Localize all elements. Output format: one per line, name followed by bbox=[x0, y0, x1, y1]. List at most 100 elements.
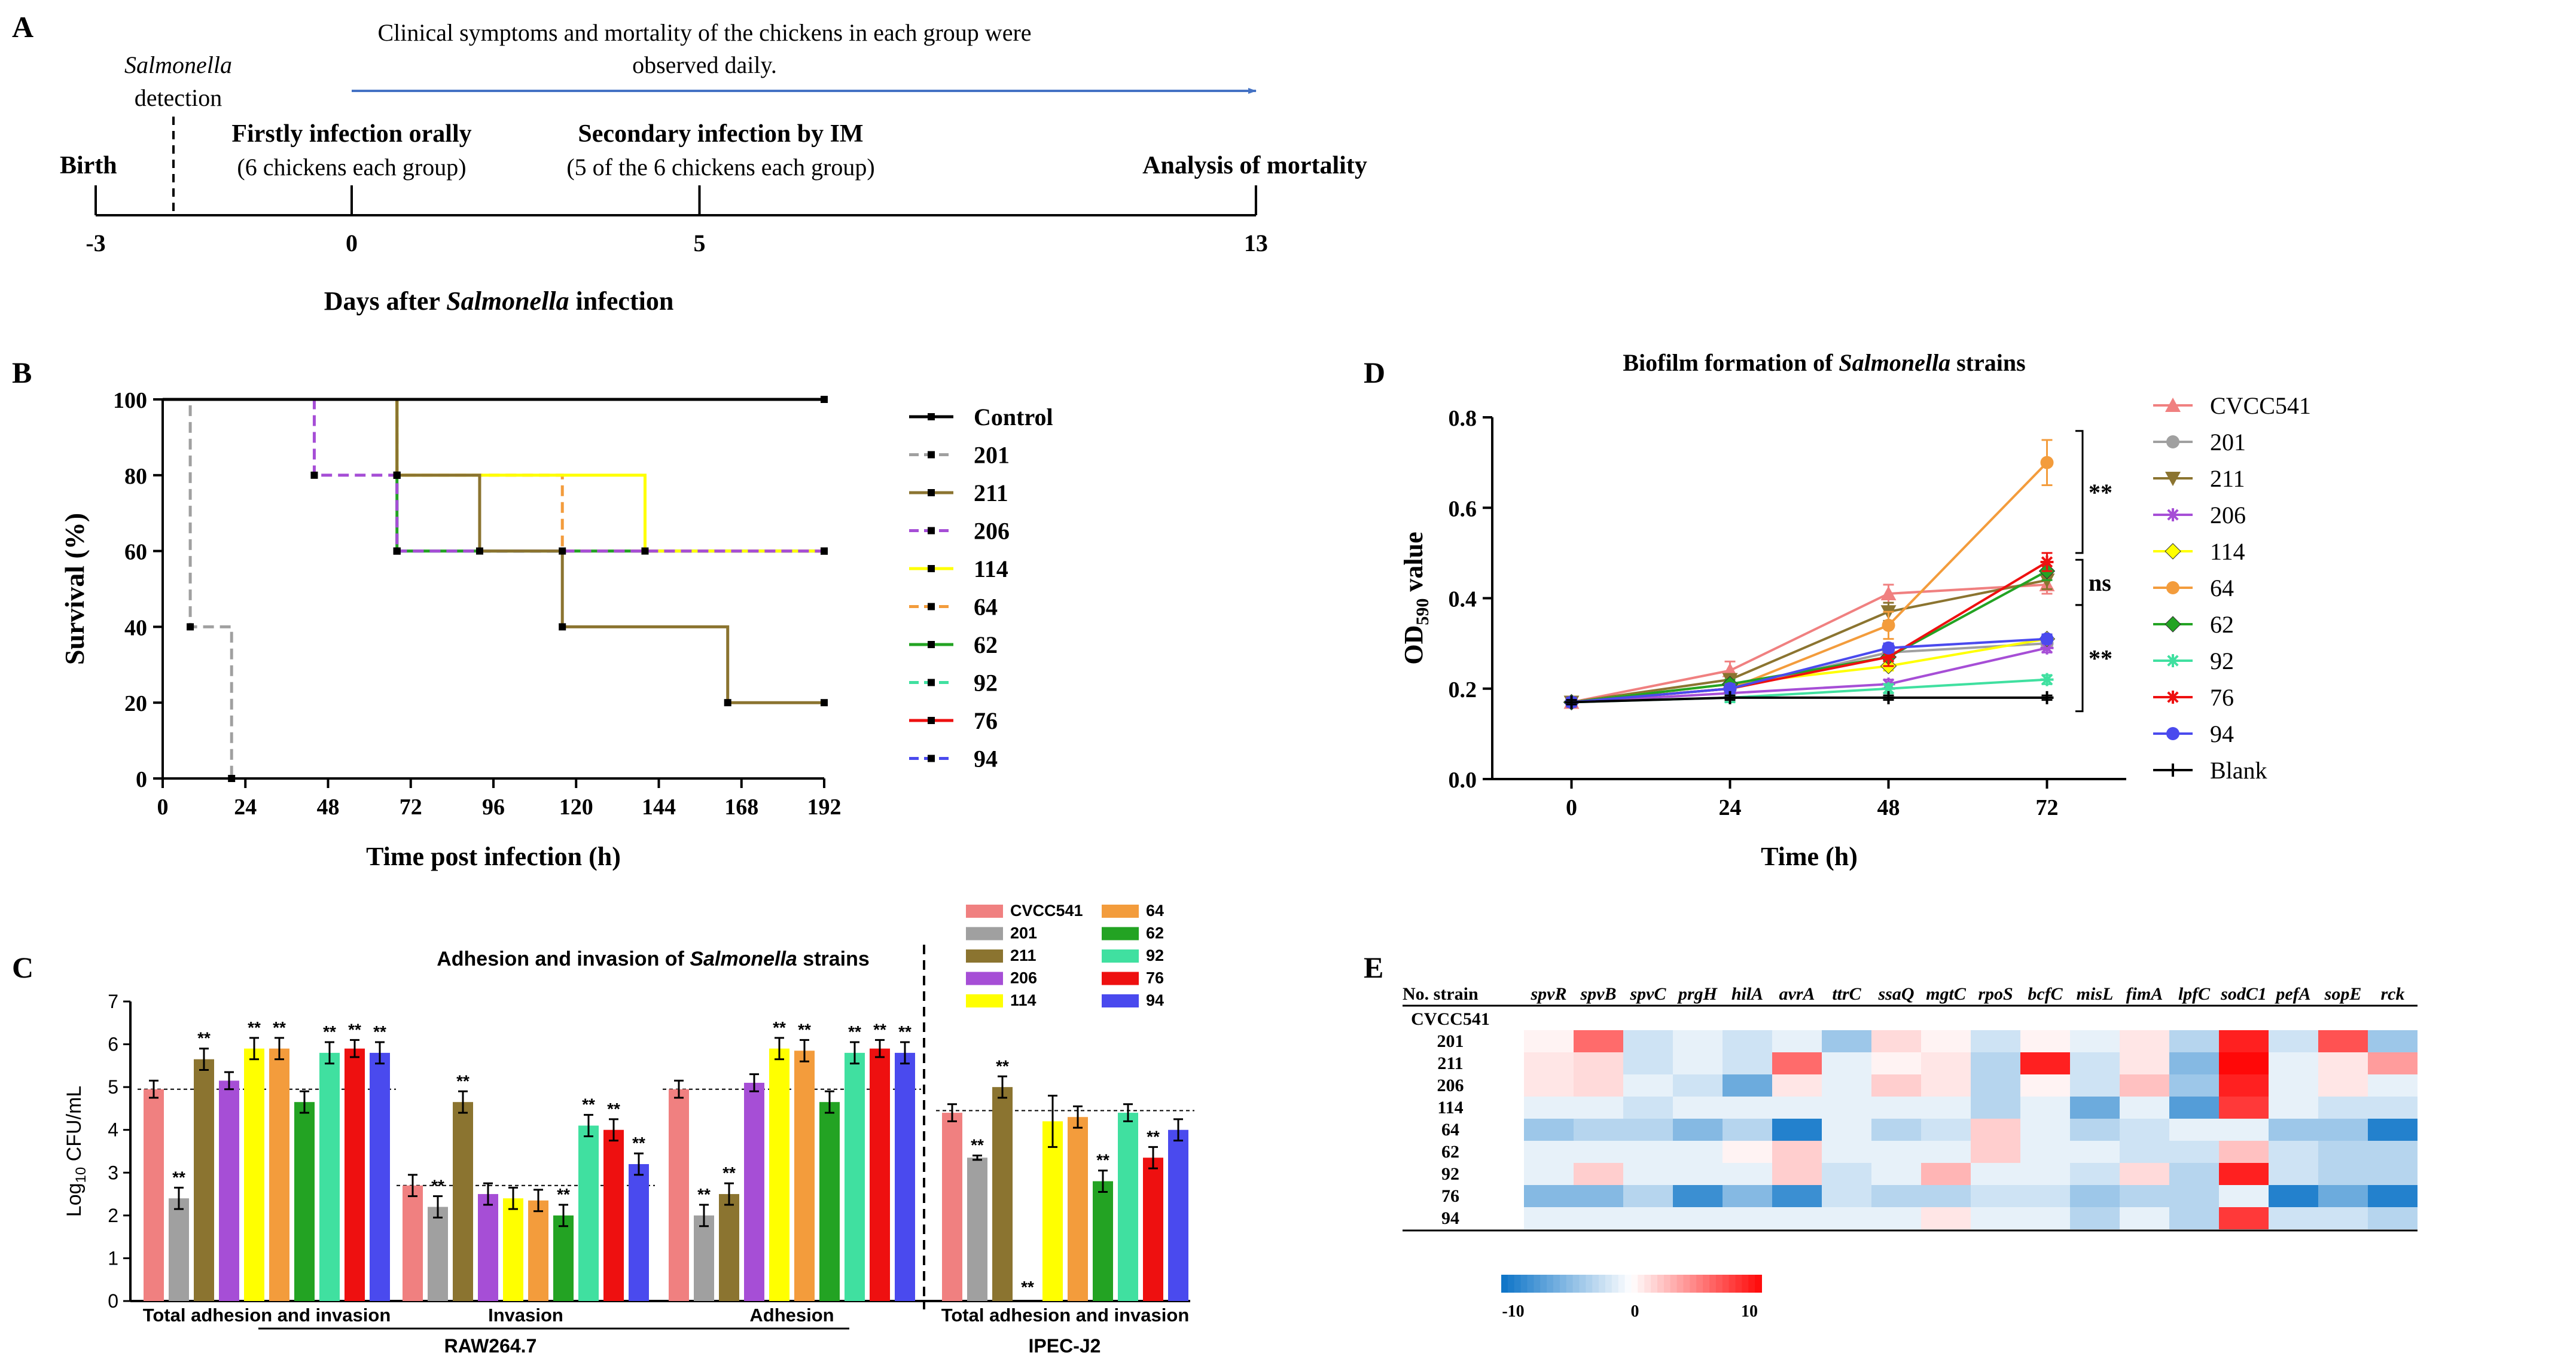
heatmap-cell bbox=[2020, 1141, 2070, 1163]
heatmap-col-label: hilA bbox=[1731, 984, 1763, 1004]
legend-marker-92 bbox=[2166, 654, 2179, 667]
bar-206 bbox=[478, 1194, 498, 1301]
significance-mark: ** bbox=[172, 1168, 185, 1186]
heatmap-cell bbox=[1871, 1141, 1921, 1163]
heatmap-cell bbox=[2120, 1163, 2169, 1185]
heatmap-cell bbox=[2070, 1141, 2120, 1163]
heatmap-cell bbox=[2169, 1185, 2219, 1207]
colorbar-segment bbox=[1579, 1275, 1587, 1293]
legend-marker-94 bbox=[928, 755, 935, 762]
y-tick-label: 100 bbox=[113, 388, 147, 413]
error-bar-76 bbox=[609, 1118, 618, 1142]
heatmap-cell bbox=[2070, 1052, 2120, 1074]
legend-marker-114 bbox=[928, 565, 935, 572]
bar-92 bbox=[578, 1125, 599, 1301]
legend-marker-211 bbox=[2165, 472, 2181, 486]
colorbar-segment bbox=[1572, 1275, 1580, 1293]
heatmap-cell bbox=[2169, 1119, 2219, 1141]
heatmap-cell bbox=[1723, 1074, 1772, 1097]
adhesion-chart: 0 1 2 3 4 5 6 7 Log10 CFU/mL ** ** ** ** ** ** ** Total … bbox=[63, 902, 1194, 1357]
timeline-tick-label: 13 bbox=[1244, 230, 1268, 256]
bar-114 bbox=[244, 1048, 264, 1301]
heatmap-cell bbox=[1574, 1097, 1623, 1119]
error-bar-211 bbox=[998, 1075, 1007, 1099]
biofilm-point-64 bbox=[2040, 456, 2054, 469]
heatmap-cell bbox=[1723, 1097, 1772, 1119]
heatmap-cell bbox=[2269, 1141, 2318, 1163]
x-tick-label: 72 bbox=[400, 795, 422, 820]
colorbar-label: -10 bbox=[1502, 1302, 1524, 1321]
heatmap-cell bbox=[2318, 1097, 2368, 1119]
heatmap-row-label: 94 bbox=[1441, 1208, 1459, 1228]
biofilm-point-Blank bbox=[1565, 695, 1578, 709]
heatmap-cell bbox=[2120, 1097, 2169, 1119]
x-tick-label: 120 bbox=[559, 795, 593, 820]
x-axis-title: Time post infection (h) bbox=[366, 842, 621, 871]
error-bar-94 bbox=[1173, 1118, 1183, 1142]
heatmap-cell bbox=[1822, 1030, 1871, 1052]
bar-CVCC541 bbox=[144, 1089, 164, 1301]
y-tick-label: 0.0 bbox=[1449, 768, 1477, 793]
survival-point-94 bbox=[393, 547, 401, 555]
error-bar-94 bbox=[375, 1041, 385, 1065]
biofilm-point-Blank bbox=[1723, 691, 1737, 704]
heatmap-cell bbox=[1921, 1052, 1971, 1074]
heatmap-cell bbox=[1574, 1185, 1623, 1207]
panel-label-a: A bbox=[12, 10, 33, 44]
error-bar-92 bbox=[1123, 1103, 1133, 1122]
panel-d-title: Biofilm formation of Salmonella strains bbox=[1623, 349, 2025, 376]
heatmap-col-label: avrA bbox=[1779, 984, 1815, 1004]
heatmap-cell bbox=[1772, 1119, 1822, 1141]
significance-mark: ** bbox=[197, 1029, 211, 1048]
error-bar-62 bbox=[300, 1090, 309, 1114]
error-bar-206 bbox=[749, 1073, 759, 1092]
x-tick-label: 24 bbox=[1719, 795, 1742, 820]
heatmap-cell bbox=[1772, 1207, 1822, 1229]
heatmap-cell bbox=[2368, 1052, 2418, 1074]
bar-211 bbox=[719, 1194, 739, 1301]
heatmap-cell bbox=[2219, 1185, 2269, 1207]
survival-point-64 bbox=[393, 471, 401, 479]
heatmap-col-label: ttrC bbox=[1832, 984, 1861, 1004]
heatmap-cell bbox=[2169, 1074, 2219, 1097]
legend-label-Blank: Blank bbox=[2210, 757, 2267, 784]
heatmap-cell bbox=[1772, 1074, 1822, 1097]
biofilm-point-92 bbox=[2040, 673, 2054, 686]
heatmap-cell bbox=[1971, 1163, 2020, 1185]
legend-marker-62 bbox=[2165, 616, 2181, 633]
heatmap-cell bbox=[2269, 1207, 2318, 1229]
x-tick-label: 48 bbox=[1877, 795, 1900, 820]
y-tick-label: 60 bbox=[124, 540, 147, 565]
heatmap-cell bbox=[1871, 1119, 1921, 1141]
biofilm-point-64 bbox=[1882, 618, 1895, 632]
heatmap-cell bbox=[2318, 1074, 2368, 1097]
colorbar-segment bbox=[1683, 1275, 1691, 1293]
heatmap-cell bbox=[2169, 1097, 2219, 1119]
group-label: Total adhesion and invasion bbox=[143, 1305, 391, 1326]
heatmap-cell bbox=[2269, 1030, 2318, 1052]
error-bar-92 bbox=[850, 1041, 859, 1065]
bar-114 bbox=[503, 1198, 523, 1301]
heatmap-cell bbox=[1772, 1097, 1822, 1119]
y-axis-title: Survival (%) bbox=[59, 513, 90, 665]
significance-mark: ** bbox=[798, 1020, 811, 1039]
first-infection-title: Firstly infection orally bbox=[231, 120, 471, 148]
heatmap-cell bbox=[1921, 1030, 1971, 1052]
heatmap-cell bbox=[2219, 1097, 2269, 1119]
colorbar-segment bbox=[1651, 1275, 1658, 1293]
heatmap-cell bbox=[1673, 1163, 1723, 1185]
heatmap-cell bbox=[1871, 1185, 1921, 1207]
y-tick-label: 0 bbox=[136, 767, 147, 792]
heatmap-cell bbox=[1524, 1141, 1574, 1163]
bar-CVCC541 bbox=[403, 1185, 423, 1301]
legend-swatch-211 bbox=[966, 949, 1003, 963]
heatmap-cell bbox=[2219, 1074, 2269, 1097]
colorbar-segment bbox=[1715, 1275, 1723, 1293]
timeline-tick-label: -3 bbox=[86, 230, 105, 256]
biofilm-chart: 0.0 0.2 0.4 0.6 0.8 0 24 48 72 Time (h) OD590 valu… bbox=[1399, 392, 2311, 871]
heatmap-col-label: prgH bbox=[1676, 984, 1718, 1004]
heatmap-cell bbox=[1623, 1207, 1673, 1229]
colorbar-segment bbox=[1644, 1275, 1652, 1293]
legend-label-62: 62 bbox=[1146, 924, 1164, 942]
bar-211 bbox=[453, 1102, 473, 1301]
